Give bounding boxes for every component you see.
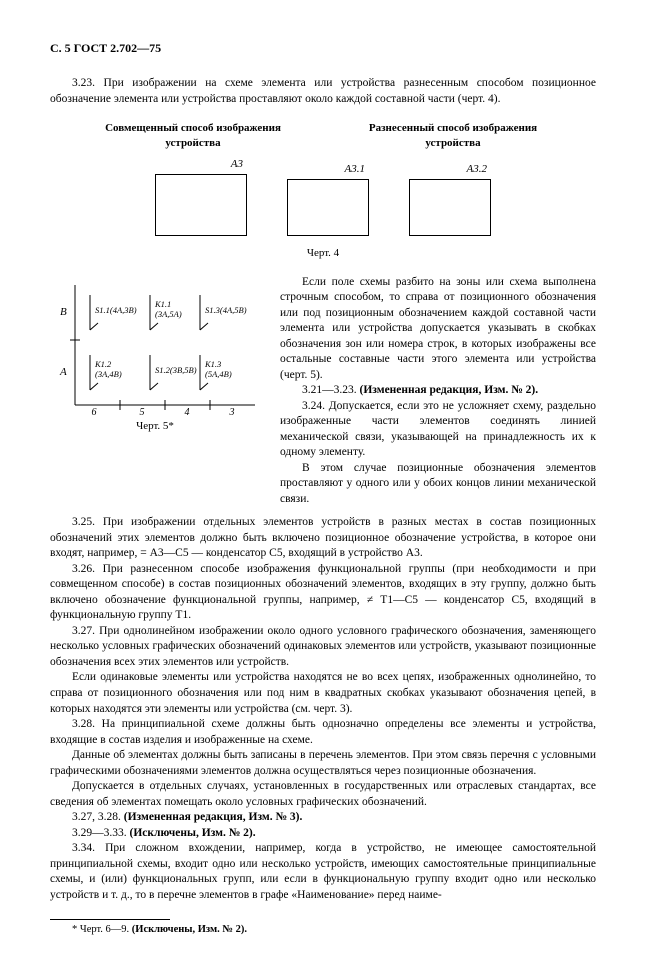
svg-text:S1.3(4A,5B): S1.3(4A,5B) [205, 305, 247, 315]
footnote: * Черт. 6—9. (Исключены, Изм. № 2). [50, 923, 596, 937]
fig4-caption: Черт. 4 [50, 246, 596, 261]
fig4-label-c: А3.2 [409, 162, 491, 177]
para-3-28b: Данные об элементах должны быть записаны… [50, 748, 596, 779]
svg-text:3: 3 [229, 407, 235, 415]
para-3-24b: В этом случае позиционные обозначения эл… [280, 461, 596, 508]
para-3-26: 3.26. При разнесенном способе изображени… [50, 562, 596, 624]
footnote-rule [50, 919, 170, 920]
fig4-title-right: Разнесенный способ изображения устройств… [353, 121, 553, 151]
svg-text:K1.3: K1.3 [204, 359, 221, 369]
svg-text:K1.2: K1.2 [94, 359, 112, 369]
para-3-23: 3.23. При изображении на схеме элемента … [50, 76, 596, 107]
fig4-box-a [155, 174, 247, 236]
para-3-25: 3.25. При изображении отдельных элементо… [50, 515, 596, 562]
svg-text:S1.2(3B,5B): S1.2(3B,5B) [155, 365, 197, 375]
svg-text:6: 6 [92, 407, 97, 415]
svg-text:5: 5 [140, 407, 145, 415]
chart5-row-a: A [59, 366, 67, 378]
fig4-box-b [287, 179, 369, 236]
chart5-row-b: B [60, 306, 67, 318]
svg-text:(3A,5A): (3A,5A) [155, 309, 182, 319]
para-3-28: 3.28. На принципиальной схеме должны быт… [50, 717, 596, 748]
svg-text:K1.1: K1.1 [154, 299, 171, 309]
para-3-27b: Если одинаковые элементы или устройства … [50, 670, 596, 717]
para-3-24: 3.24. Допускается, если это не усложняет… [280, 399, 596, 461]
svg-text:S1.1(4A,3B): S1.1(4A,3B) [95, 305, 137, 315]
figure-4: Совмещенный способ изображения устройств… [50, 121, 596, 260]
figure-5: B A 6 5 4 3 S1.1(4A,3B) K1.1 (3A,5A) S1.… [50, 275, 260, 434]
para-zones: Если поле схемы разбито на зоны или схем… [280, 275, 596, 384]
fig4-label-b: А3.1 [287, 162, 369, 177]
para-3-34: 3.34. При сложном вхождении, например, к… [50, 841, 596, 903]
fig4-box-c [409, 179, 491, 236]
para-3-29-33: 3.29—3.33. (Исключены, Изм. № 2). [50, 826, 596, 842]
svg-text:(5A,4B): (5A,4B) [205, 369, 232, 379]
fig4-title-left: Совмещенный способ изображения устройств… [93, 121, 293, 151]
svg-text:(3A,4B): (3A,4B) [95, 369, 122, 379]
svg-text:4: 4 [185, 407, 190, 415]
para-3-27: 3.27. При однолинейном изображении около… [50, 624, 596, 671]
para-3-21-23: 3.21—3.23. (Измененная редакция, Изм. № … [280, 383, 596, 399]
fig4-label-a: А3 [155, 157, 247, 172]
para-3-27-28: 3.27, 3.28. (Измененная редакция, Изм. №… [50, 810, 596, 826]
page-header: С. 5 ГОСТ 2.702—75 [50, 40, 596, 56]
para-3-28c: Допускается в отдельных случаях, установ… [50, 779, 596, 810]
fig5-caption: Черт. 5* [50, 419, 260, 434]
